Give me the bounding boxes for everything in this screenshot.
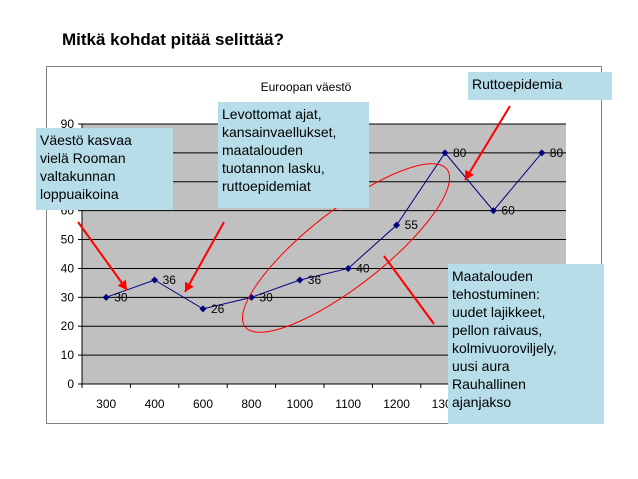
note-line: vielä Rooman: [40, 150, 126, 166]
x-tick-label: 800: [241, 397, 261, 411]
note-line: tehostuminen:: [452, 286, 540, 302]
data-label: 80: [550, 146, 564, 160]
y-tick-label: 50: [61, 233, 75, 247]
data-label: 80: [453, 146, 467, 160]
data-markers: [102, 149, 546, 313]
data-point: [344, 264, 352, 272]
note-turbulent-times: Levottomat ajat, kansainvaellukset, maat…: [218, 102, 369, 208]
note-line: kolmivuoroviljely,: [452, 340, 557, 356]
note-plague: Ruttoepidemia: [468, 72, 612, 100]
slide-heading: Mitkä kohdat pitää selittää?: [62, 30, 284, 49]
y-tick-label: 30: [61, 290, 75, 304]
x-tick-label: 1000: [286, 397, 313, 411]
arrow-shaft: [383, 255, 435, 325]
data-label: 36: [163, 273, 177, 287]
data-label: 55: [405, 218, 419, 232]
data-label: 36: [308, 273, 322, 287]
note-line: loppuaikoina: [40, 186, 119, 202]
data-point: [199, 305, 207, 313]
arrow-head: [117, 279, 127, 290]
data-point: [102, 293, 110, 301]
note-line: Levottomat ajat,: [222, 106, 322, 122]
note-line: Maatalouden: [452, 268, 533, 284]
arrow-shaft: [184, 221, 225, 293]
arrow-shaft: [464, 105, 511, 181]
data-label: 26: [211, 302, 225, 316]
y-tick-label: 20: [61, 319, 75, 333]
note-line: ruttoepidemiat: [222, 178, 311, 194]
data-point: [489, 207, 497, 215]
data-label: 40: [356, 261, 370, 275]
note-line: tuotannon lasku,: [222, 160, 325, 176]
note-rome-growth: Väestö kasvaa vielä Rooman valtakunnan l…: [36, 128, 173, 210]
note-line: pellon raivaus,: [452, 322, 543, 338]
x-tick-label: 1100: [335, 397, 361, 411]
y-tick-label: 10: [61, 348, 75, 362]
annotation-arrows: [77, 105, 511, 325]
x-tick-label: 400: [145, 397, 165, 411]
x-tick-label: 300: [96, 397, 116, 411]
note-line: maatalouden: [222, 142, 303, 158]
note-line: Väestö kasvaa: [40, 132, 132, 148]
data-labels: 30 36 26 30 36 40 55 80 60 80: [114, 146, 563, 316]
arrow-head: [185, 281, 194, 292]
y-tick-label: 90: [61, 117, 75, 131]
data-point: [538, 149, 546, 157]
note-line: valtakunnan: [40, 168, 116, 184]
note-line: uudet lajikkeet,: [452, 304, 546, 320]
data-label: 30: [114, 290, 128, 304]
arrow-shaft: [77, 221, 128, 291]
x-tick-label: 600: [193, 397, 213, 411]
data-point: [151, 276, 159, 284]
growth-period-ellipse: [241, 163, 451, 333]
chart-title: Euroopan väestö: [261, 80, 352, 94]
y-tick-label: 0: [67, 377, 74, 391]
series-line: [106, 152, 543, 310]
data-label: 30: [259, 290, 273, 304]
data-point: [393, 221, 401, 229]
note-line: Ruttoepidemia: [472, 76, 563, 92]
note-line: kansainvaellukset,: [222, 124, 337, 140]
note-agriculture: Maatalouden tehostuminen: uudet lajikkee…: [448, 264, 604, 424]
data-point: [296, 276, 304, 284]
data-point: [441, 149, 449, 157]
data-label: 60: [501, 204, 515, 218]
x-tick-label: 1200: [383, 397, 410, 411]
note-line: ajanjakso: [452, 394, 512, 410]
note-line: Rauhallinen: [452, 376, 526, 392]
note-line: uusi aura: [452, 358, 510, 374]
y-tick-label: 40: [61, 261, 75, 275]
arrow-head: [465, 169, 474, 180]
